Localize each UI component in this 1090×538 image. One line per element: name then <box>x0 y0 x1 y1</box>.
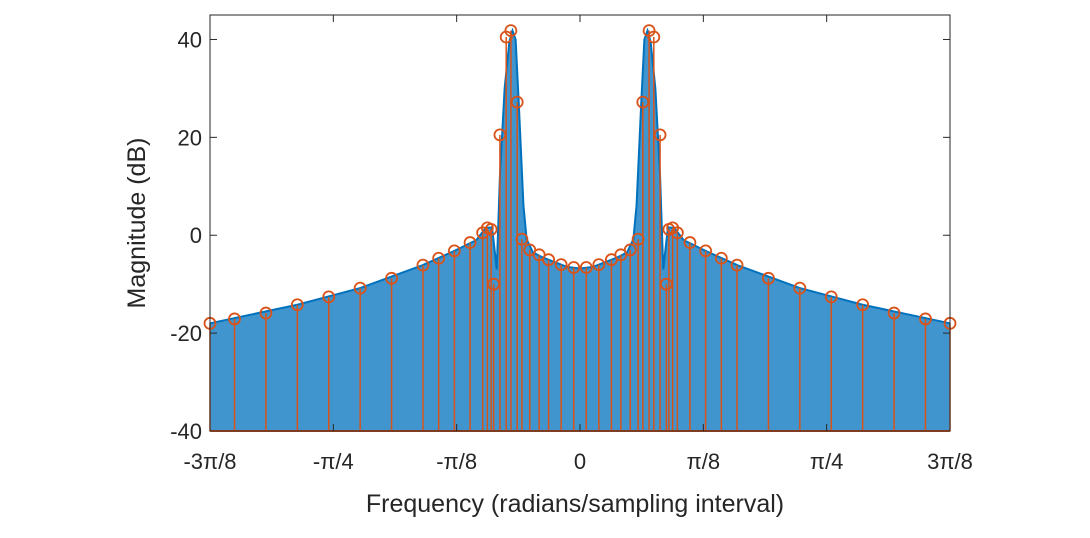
stem-marker <box>714 251 728 265</box>
stem-marker <box>636 95 650 109</box>
continuous-area <box>210 30 950 431</box>
stem-marker <box>493 128 507 142</box>
x-axis-ticks: -3π/8 -π/4 -π/8 0 π/8 π/4 3π/8 <box>183 15 973 474</box>
stem-marker <box>653 128 667 142</box>
y-tick-label: -40 <box>170 419 202 444</box>
y-tick-label: 40 <box>178 27 202 52</box>
x-tick-label: -π/4 <box>313 449 354 474</box>
stem-marker <box>762 271 775 285</box>
stem-marker <box>432 251 446 265</box>
stem-marker <box>730 258 744 272</box>
y-axis-ticks: -40 -20 0 20 40 <box>170 27 950 444</box>
stem-marker <box>579 261 593 274</box>
stem-marker <box>793 281 807 295</box>
stem-marker <box>487 277 501 291</box>
stem-marker <box>447 244 461 258</box>
series-stem <box>203 24 957 432</box>
stem-marker <box>290 298 304 312</box>
stem-marker <box>515 232 529 246</box>
stem-marker <box>647 30 661 44</box>
x-tick-label: π/8 <box>687 449 721 474</box>
stem-marker <box>670 226 684 240</box>
stem-marker <box>824 290 838 304</box>
y-tick-label: 20 <box>178 125 202 150</box>
stem-marker <box>567 261 581 274</box>
x-tick-label: π/4 <box>810 449 844 474</box>
y-tick-label: 0 <box>190 223 202 248</box>
stem-marker <box>484 222 498 236</box>
y-tick-label: -20 <box>170 321 202 346</box>
stem-marker <box>631 232 645 246</box>
x-tick-label: 0 <box>574 449 586 474</box>
stem-marker <box>699 244 713 258</box>
stem-marker <box>463 236 477 249</box>
stem-marker <box>322 290 336 304</box>
series-continuous-line <box>209 27 951 431</box>
x-tick-label: 3π/8 <box>927 449 973 474</box>
stem-marker <box>416 258 430 272</box>
x-tick-label: -π/8 <box>436 449 477 474</box>
x-tick-label: -3π/8 <box>183 449 236 474</box>
stem-marker <box>623 243 637 257</box>
stem-marker <box>259 306 273 320</box>
plot-area <box>203 24 957 432</box>
stem-marker <box>504 24 518 38</box>
stem-marker <box>228 312 241 326</box>
stem-marker <box>592 258 606 272</box>
stem-marker <box>385 271 398 285</box>
stem-marker <box>554 258 568 272</box>
x-axis-label: Frequency (radians/sampling interval) <box>366 490 784 518</box>
stem-marker <box>510 95 524 109</box>
stem-marker <box>919 312 932 326</box>
stem-marker <box>683 236 697 249</box>
stem-marker <box>353 281 367 295</box>
y-axis-label: Magnitude (dB) <box>123 138 151 309</box>
stem-marker <box>659 277 673 291</box>
stem-marker <box>542 253 555 267</box>
stem-marker <box>887 306 901 320</box>
stem-marker <box>856 298 870 312</box>
